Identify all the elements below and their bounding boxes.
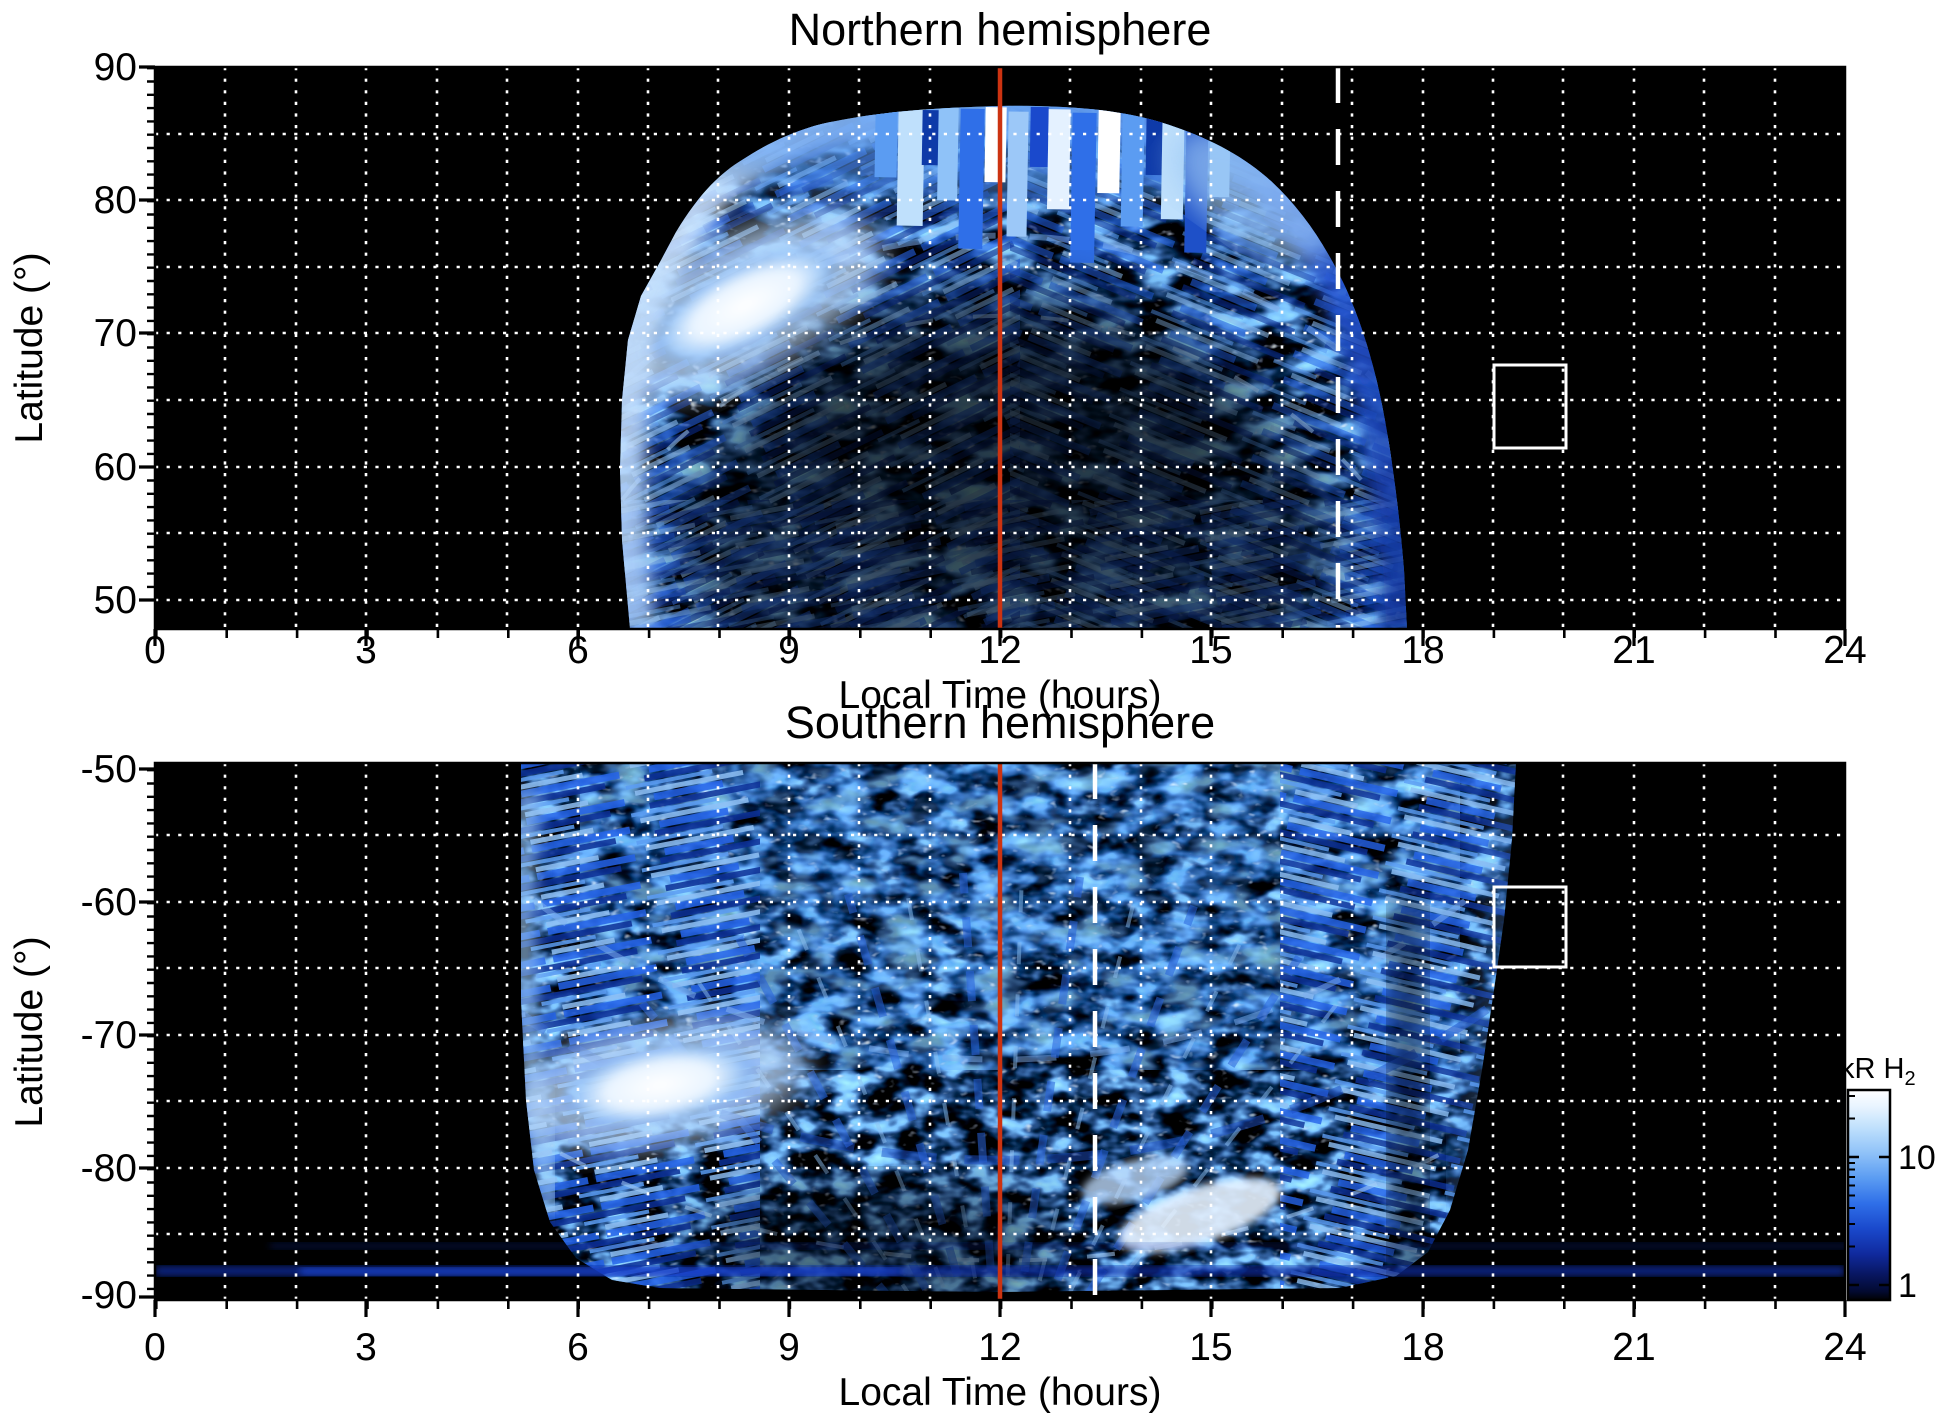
south-panel: Southern hemisphere -50 -60 -70 -80 -90 … xyxy=(8,697,1867,1414)
south-xtick-24: 24 xyxy=(1823,1326,1866,1369)
north-ytick-90: 90 xyxy=(94,46,137,89)
north-vertical-gridlines xyxy=(223,67,1777,629)
north-data-layer xyxy=(155,67,1845,629)
colorbar-minor-ticks xyxy=(1848,1095,1855,1248)
north-xtick-15: 15 xyxy=(1189,629,1232,672)
south-afternoon-bright-patch-2 xyxy=(1081,1156,1189,1204)
north-ytick-80: 80 xyxy=(94,179,137,222)
north-xtick-0: 0 xyxy=(144,629,166,672)
colorbar-label: kR H2 xyxy=(1840,1053,1916,1090)
south-xtick-9: 9 xyxy=(778,1326,800,1369)
south-y-major-ticks xyxy=(139,767,155,1299)
south-ytick--60: -60 xyxy=(81,881,137,924)
south-arc-streak xyxy=(532,897,1468,1063)
south-title: Southern hemisphere xyxy=(785,697,1215,748)
south-x-major-ticks xyxy=(153,1300,1847,1317)
south-ytick--80: -80 xyxy=(81,1147,137,1190)
north-ytick-60: 60 xyxy=(94,446,137,489)
north-xtick-24: 24 xyxy=(1823,629,1866,672)
south-data-layer xyxy=(155,763,1845,1300)
south-dusk-gap xyxy=(1390,900,1426,1292)
north-bright-spot xyxy=(649,244,841,366)
south-bright-spot xyxy=(561,1041,759,1129)
north-ytick-70: 70 xyxy=(94,312,137,355)
north-xtick-3: 3 xyxy=(355,629,377,672)
north-xtick-9: 9 xyxy=(778,629,800,672)
south-xtick-12: 12 xyxy=(978,1326,1021,1369)
south-polar-band-bright xyxy=(300,1268,900,1275)
north-x-axis-label: Local Time (hours) xyxy=(839,674,1162,717)
colorbar-tick-10: 10 xyxy=(1898,1139,1936,1177)
south-xtick-3: 3 xyxy=(355,1326,377,1369)
south-xtick-0: 0 xyxy=(144,1326,166,1369)
south-arc-streak xyxy=(521,1118,1503,1263)
north-xtick-21: 21 xyxy=(1612,629,1655,672)
south-xtick-21: 21 xyxy=(1612,1326,1655,1369)
south-afternoon-bright-patch xyxy=(1118,1177,1282,1253)
north-x-major-ticks xyxy=(153,629,1847,646)
north-y-axis-label: Latitude (°) xyxy=(8,252,51,443)
south-x-axis-label: Local Time (hours) xyxy=(839,1371,1162,1414)
north-dark-interior-2 xyxy=(790,280,1230,580)
north-selection-box xyxy=(1492,363,1568,450)
colorbar: kR H2 10 1 xyxy=(1840,1053,1936,1305)
north-panel: Northern hemisphere 90 80 70 60 50 Latit… xyxy=(8,4,1867,717)
south-xtick-15: 15 xyxy=(1189,1326,1232,1369)
south-selection-box xyxy=(1492,885,1568,969)
colorbar-label-main: kR H xyxy=(1840,1053,1904,1085)
north-afternoon-band xyxy=(1172,127,1338,263)
north-ytick-50: 50 xyxy=(94,579,137,622)
south-xtick-18: 18 xyxy=(1401,1326,1444,1369)
north-xtick-18: 18 xyxy=(1401,629,1444,672)
south-polar-band-faint xyxy=(270,1243,1845,1249)
south-ytick--70: -70 xyxy=(81,1014,137,1057)
north-y-major-ticks xyxy=(139,65,155,602)
south-dawn-rim-glow xyxy=(521,789,563,1213)
colorbar-label-subscript: 2 xyxy=(1904,1068,1915,1090)
south-y-axis-label: Latitude (°) xyxy=(8,936,51,1127)
south-xtick-6: 6 xyxy=(567,1326,589,1369)
north-xtick-6: 6 xyxy=(567,629,589,672)
south-ytick--50: -50 xyxy=(81,748,137,791)
north-xtick-12: 12 xyxy=(978,629,1021,672)
colorbar-tick-1: 1 xyxy=(1898,1267,1917,1305)
colorbar-major-ticks xyxy=(1848,1155,1890,1287)
south-ytick--90: -90 xyxy=(81,1274,137,1317)
south-vertical-gridlines xyxy=(223,763,1777,1300)
north-title: Northern hemisphere xyxy=(789,4,1212,55)
